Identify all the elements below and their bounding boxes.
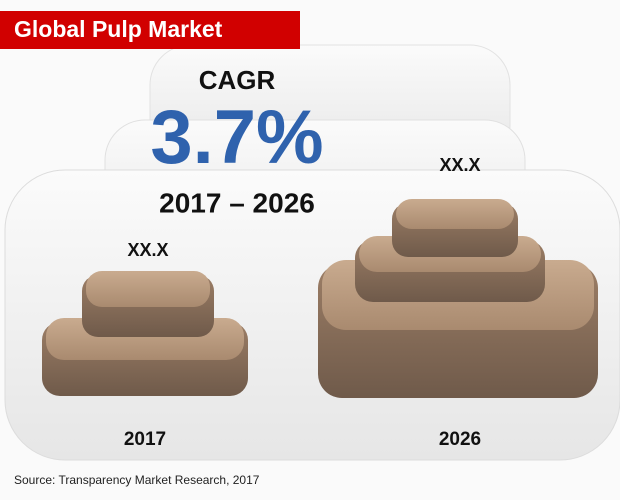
year-label: 2017 (124, 429, 166, 450)
pulp-boxes-2017 (42, 271, 248, 396)
year-label: 2026 (439, 429, 481, 450)
cagr-value: 3.7% (150, 95, 323, 180)
value-label: XX.X (127, 240, 168, 260)
pulp-boxes-2026 (318, 199, 598, 398)
cagr-period: 2017 – 2026 (159, 187, 315, 218)
source: Source: Transparency Market Research, 20… (14, 473, 260, 487)
title-banner (0, 11, 300, 49)
title: Global Pulp Market (14, 16, 223, 42)
value-label: XX.X (439, 155, 480, 175)
cagr-label: CAGR (199, 65, 276, 95)
